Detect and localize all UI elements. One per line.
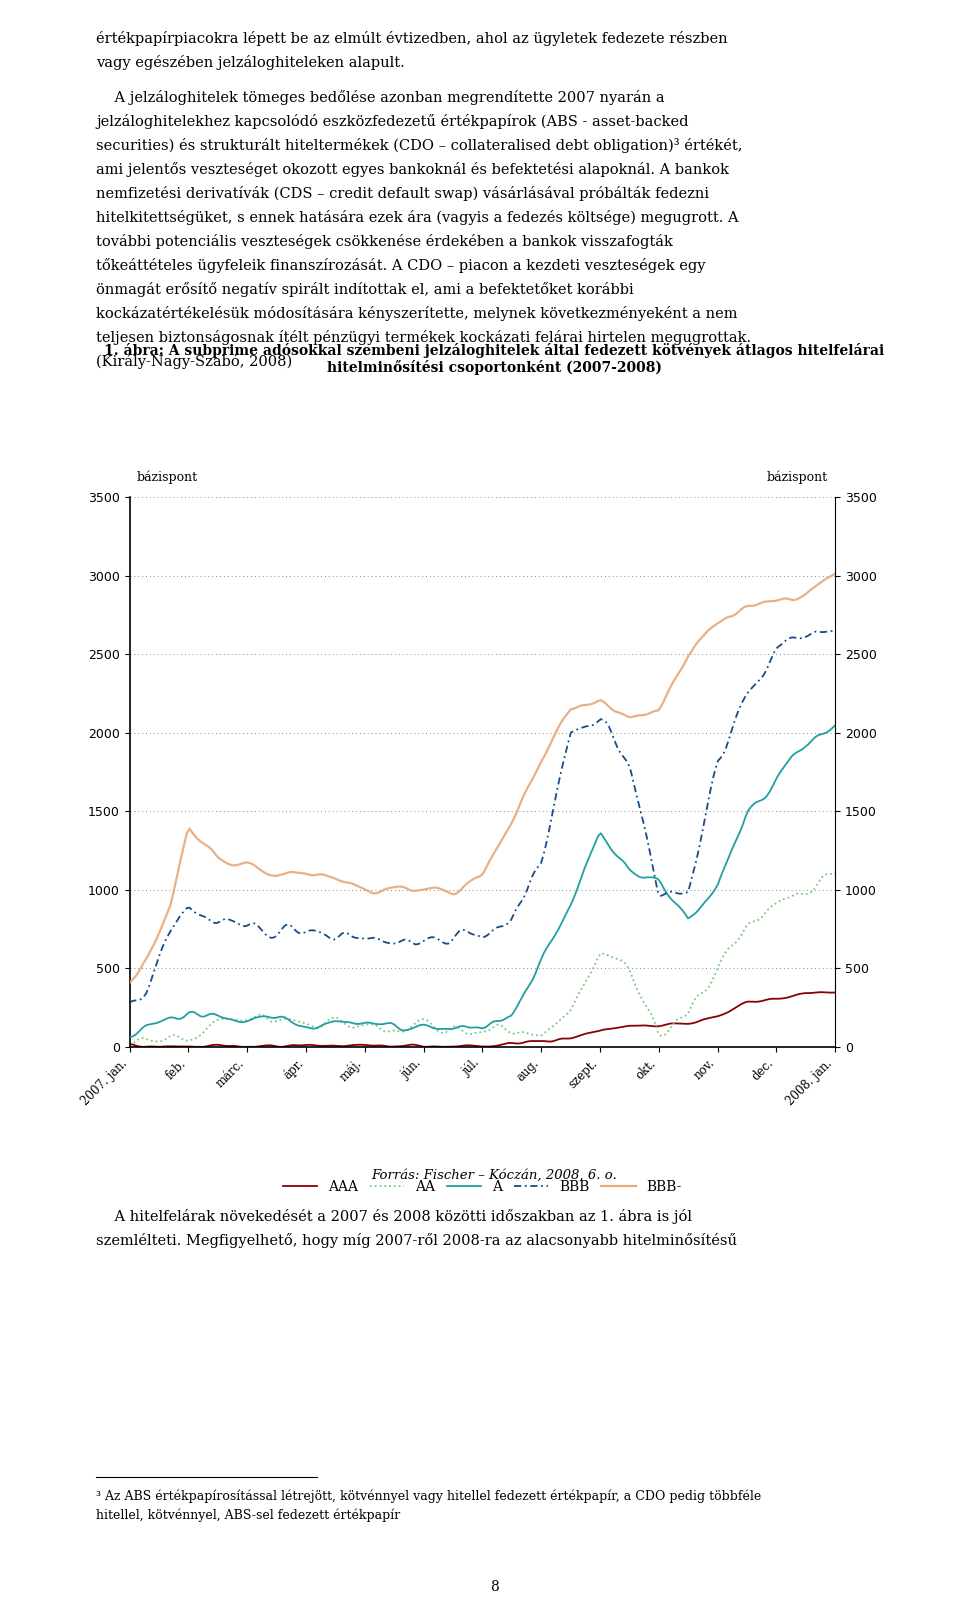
Text: Forrás: Fischer – Kóczán, 2008, 6. o.: Forrás: Fischer – Kóczán, 2008, 6. o. xyxy=(372,1169,617,1182)
Text: bázispont: bázispont xyxy=(767,471,828,484)
Text: ³ Az ABS értékpapírosítással létrejött, kötvénnyel vagy hitellel fedezett értékp: ³ Az ABS értékpapírosítással létrejött, … xyxy=(96,1490,761,1522)
Legend: AAA, AA, A, BBB, BBB-: AAA, AA, A, BBB, BBB- xyxy=(277,1175,687,1199)
Text: bázispont: bázispont xyxy=(136,471,198,484)
Text: értékpapírpiacokra lépett be az elmúlt évtizedben, ahol az ügyletek fedezete rés: értékpapírpiacokra lépett be az elmúlt é… xyxy=(96,31,728,70)
Text: 8: 8 xyxy=(490,1579,499,1594)
Text: A hitelfelárak növekedését a 2007 és 2008 közötti időszakban az 1. ábra is jól
s: A hitelfelárak növekedését a 2007 és 200… xyxy=(96,1209,737,1248)
Text: 1. ábra: A subprime adósokkal szembeni jelzáloghitelek által fedezett kötvények : 1. ábra: A subprime adósokkal szembeni j… xyxy=(105,342,884,359)
Text: hitelminősítési csoportonként (2007-2008): hitelminősítési csoportonként (2007-2008… xyxy=(327,360,661,375)
Text: A jelzáloghitelek tömeges bedőlése azonban megrendítette 2007 nyarán a
jelzálogh: A jelzáloghitelek tömeges bedőlése azonb… xyxy=(96,89,751,368)
